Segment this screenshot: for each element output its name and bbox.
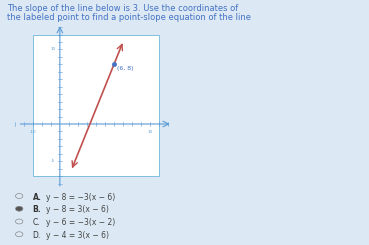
Text: y − 8 = 3(x − 6): y − 8 = 3(x − 6) [46,206,109,214]
Text: A.: A. [32,193,41,202]
Text: y − 4 = 3(x − 6): y − 4 = 3(x − 6) [46,231,109,240]
Text: C.: C. [32,218,40,227]
Text: B.: B. [32,206,41,214]
Bar [33,35,159,176]
Text: -10: -10 [30,130,36,134]
Text: y − 8 = −3(x − 6): y − 8 = −3(x − 6) [46,193,115,202]
Text: (6, 8): (6, 8) [117,66,133,71]
Text: the labeled point to find a point-slope equation of the line: the labeled point to find a point-slope … [7,13,251,23]
Text: D.: D. [32,231,41,240]
Text: 10: 10 [148,130,153,134]
Text: The slope of the line below is 3. Use the coordinates of: The slope of the line below is 3. Use th… [7,4,239,13]
Text: -5: -5 [51,159,55,163]
Text: 10: 10 [50,48,55,51]
Text: y − 6 = −3(x − 2): y − 6 = −3(x − 2) [46,218,115,227]
